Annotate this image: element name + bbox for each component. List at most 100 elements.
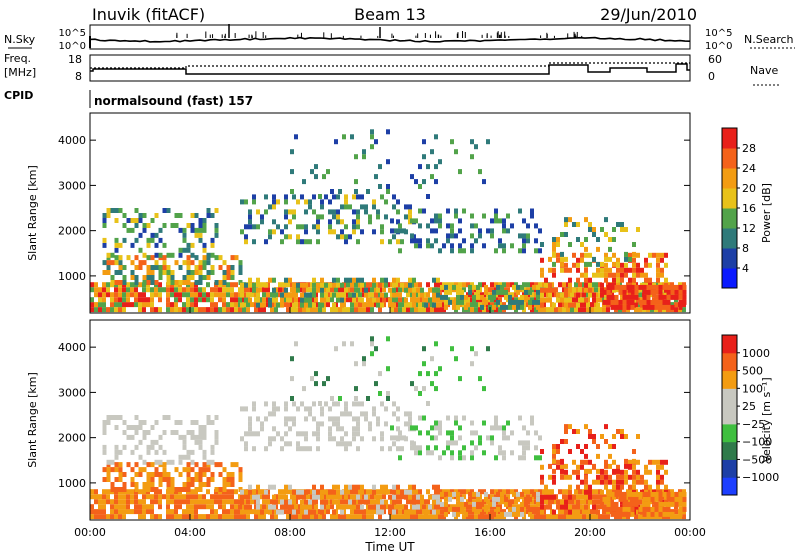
data-cell bbox=[194, 255, 199, 261]
data-cell bbox=[586, 509, 590, 515]
data-cell bbox=[114, 444, 119, 450]
data-cell bbox=[288, 219, 292, 225]
data-cell bbox=[272, 436, 276, 442]
data-cell bbox=[238, 260, 243, 266]
data-cell bbox=[678, 294, 683, 300]
data-cell bbox=[660, 464, 664, 470]
data-cell bbox=[336, 401, 340, 407]
data-cell bbox=[470, 282, 474, 288]
data-cell bbox=[602, 289, 607, 295]
data-cell bbox=[578, 494, 582, 500]
data-cell bbox=[130, 499, 134, 505]
data-cell bbox=[114, 415, 119, 420]
data-cell bbox=[222, 260, 227, 266]
data-cell bbox=[516, 511, 520, 517]
date-title: 29/Jun/2010 bbox=[600, 5, 697, 24]
data-cell bbox=[126, 282, 130, 288]
data-cell bbox=[416, 494, 420, 500]
data-cell bbox=[376, 302, 380, 308]
data-cell bbox=[336, 282, 340, 288]
data-cell bbox=[644, 484, 648, 490]
data-cell bbox=[378, 164, 382, 170]
data-cell bbox=[206, 270, 211, 275]
data-cell bbox=[330, 514, 334, 520]
data-cell bbox=[456, 299, 460, 305]
data-cell bbox=[596, 509, 600, 515]
data-cell bbox=[540, 302, 544, 308]
data-cell bbox=[182, 275, 187, 280]
data-cell bbox=[592, 499, 596, 505]
data-cell bbox=[336, 234, 340, 240]
data-cell bbox=[494, 455, 498, 461]
data-cell bbox=[582, 499, 586, 505]
data-cell bbox=[194, 307, 198, 313]
data-cell bbox=[664, 262, 668, 268]
data-cell bbox=[656, 272, 660, 278]
data-cell bbox=[526, 282, 530, 288]
data-cell bbox=[432, 484, 436, 490]
data-cell bbox=[102, 449, 107, 455]
data-cell bbox=[190, 292, 194, 298]
data-cell bbox=[632, 251, 636, 257]
data-cell bbox=[496, 506, 500, 512]
data-cell bbox=[632, 267, 636, 273]
data-cell bbox=[210, 292, 214, 298]
data-cell bbox=[146, 237, 151, 243]
data-cell bbox=[372, 277, 376, 283]
data-cell bbox=[146, 472, 151, 477]
data-cell bbox=[230, 504, 234, 510]
data-cell bbox=[552, 474, 556, 480]
data-cell bbox=[496, 299, 500, 305]
data-cell bbox=[312, 209, 316, 215]
data-cell bbox=[246, 499, 250, 505]
data-cell bbox=[522, 218, 526, 224]
data-cell bbox=[226, 282, 230, 288]
data-cell bbox=[398, 228, 402, 234]
xtick-label: 08:00 bbox=[274, 526, 306, 539]
data-cell bbox=[210, 444, 215, 450]
data-cell bbox=[418, 371, 422, 377]
data-cell bbox=[422, 415, 426, 421]
data-cell bbox=[408, 282, 412, 288]
data-cell bbox=[414, 489, 418, 495]
data-cell bbox=[234, 462, 239, 468]
data-cell bbox=[190, 213, 195, 218]
data-cell bbox=[530, 297, 534, 303]
data-cell bbox=[448, 284, 452, 290]
data-cell bbox=[370, 336, 374, 342]
data-cell bbox=[426, 430, 430, 436]
data-cell bbox=[610, 491, 615, 497]
data-cell bbox=[106, 467, 111, 473]
data-cell bbox=[328, 431, 332, 437]
x-axis: 00:00 04:00 08:00 12:00 16:00 20:00 00:00 bbox=[74, 307, 706, 539]
data-cell bbox=[182, 487, 187, 492]
data-cell bbox=[218, 265, 223, 270]
data-cell bbox=[318, 307, 322, 313]
data-cell bbox=[490, 218, 494, 224]
data-cell bbox=[384, 489, 388, 495]
data-cell bbox=[264, 239, 268, 245]
data-cell bbox=[260, 219, 264, 225]
data-cell bbox=[296, 234, 300, 240]
data-cell bbox=[248, 421, 252, 427]
data-cell bbox=[382, 494, 386, 500]
data-cell bbox=[364, 292, 368, 298]
data-cell bbox=[286, 302, 290, 308]
data-cell bbox=[302, 386, 306, 392]
data-cell bbox=[284, 277, 288, 283]
data-cell bbox=[210, 420, 215, 425]
data-cell bbox=[376, 287, 380, 293]
data-cell bbox=[496, 496, 500, 502]
data-cell bbox=[646, 284, 651, 290]
data-cell bbox=[118, 255, 123, 261]
data-cell bbox=[642, 289, 647, 295]
data-cell bbox=[462, 248, 466, 254]
data-cell bbox=[628, 267, 632, 273]
data-cell bbox=[334, 139, 338, 145]
data-cell bbox=[622, 501, 627, 507]
data-cell bbox=[130, 494, 134, 500]
data-cell bbox=[320, 499, 324, 505]
data-cell bbox=[234, 307, 238, 313]
data-cell bbox=[94, 282, 98, 288]
